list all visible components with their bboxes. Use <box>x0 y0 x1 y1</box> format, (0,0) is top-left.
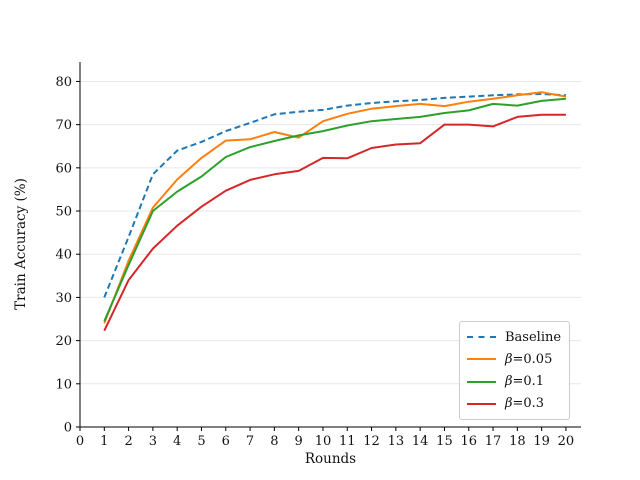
x-tick-label: 12 <box>363 434 380 449</box>
legend-label: β=0.3 <box>505 396 545 412</box>
x-axis-label: Rounds <box>304 451 357 467</box>
y-tick-label: 40 <box>55 248 72 263</box>
x-tick-label: 3 <box>149 434 157 449</box>
legend-item-baseline: Baseline <box>460 331 569 344</box>
x-tick-label: 14 <box>412 434 429 449</box>
x-tick-label: 17 <box>485 434 502 449</box>
legend-label: β=0.1 <box>505 374 545 390</box>
x-tick-label: 5 <box>197 434 205 449</box>
x-tick-label: 0 <box>76 434 84 449</box>
series-line-0 <box>103 93 566 298</box>
y-tick-label: 0 <box>64 421 72 436</box>
y-tick-label: 10 <box>55 377 72 392</box>
y-tick-label: 70 <box>55 118 72 133</box>
series-line-2 <box>103 97 566 322</box>
legend: Baseline β=0.05 β=0.1 β=0.3 <box>459 321 570 420</box>
legend-line-sample <box>467 336 496 339</box>
legend-item-beta-0.05: β=0.05 <box>460 353 569 366</box>
x-tick-label: 8 <box>270 434 278 449</box>
x-tick-label: 11 <box>339 434 356 449</box>
legend-line-sample <box>467 380 496 383</box>
legend-item-beta-0.3: β=0.3 <box>460 397 569 410</box>
legend-line-sample <box>467 358 496 361</box>
x-tick-label: 1 <box>100 434 108 449</box>
x-tick-label: 13 <box>388 434 405 449</box>
legend-item-beta-0.1: β=0.1 <box>460 375 569 388</box>
x-tick-label: 6 <box>222 434 230 449</box>
x-tick-label: 20 <box>558 434 575 449</box>
y-tick-label: 80 <box>55 75 72 90</box>
legend-label: β=0.05 <box>505 351 553 367</box>
x-tick-label: 4 <box>173 434 181 449</box>
x-tick-label: 19 <box>533 434 550 449</box>
y-tick-label: 20 <box>55 334 72 349</box>
x-tick-label: 16 <box>460 434 477 449</box>
y-tick-label: 60 <box>55 161 72 176</box>
x-tick-label: 2 <box>124 434 132 449</box>
y-tick-label: 30 <box>55 291 72 306</box>
series-line-1 <box>103 91 567 324</box>
x-tick-label: 10 <box>315 434 332 449</box>
x-tick-label: 18 <box>509 434 526 449</box>
x-tick-label: 9 <box>295 434 303 449</box>
legend-line-sample <box>467 402 496 405</box>
x-tick-label: 7 <box>246 434 254 449</box>
y-axis-label: Train Accuracy (%) <box>13 178 29 310</box>
legend-label: Baseline <box>505 329 562 345</box>
y-tick-label: 50 <box>55 205 72 220</box>
series-line-3 <box>103 113 566 332</box>
x-tick-label: 15 <box>436 434 453 449</box>
